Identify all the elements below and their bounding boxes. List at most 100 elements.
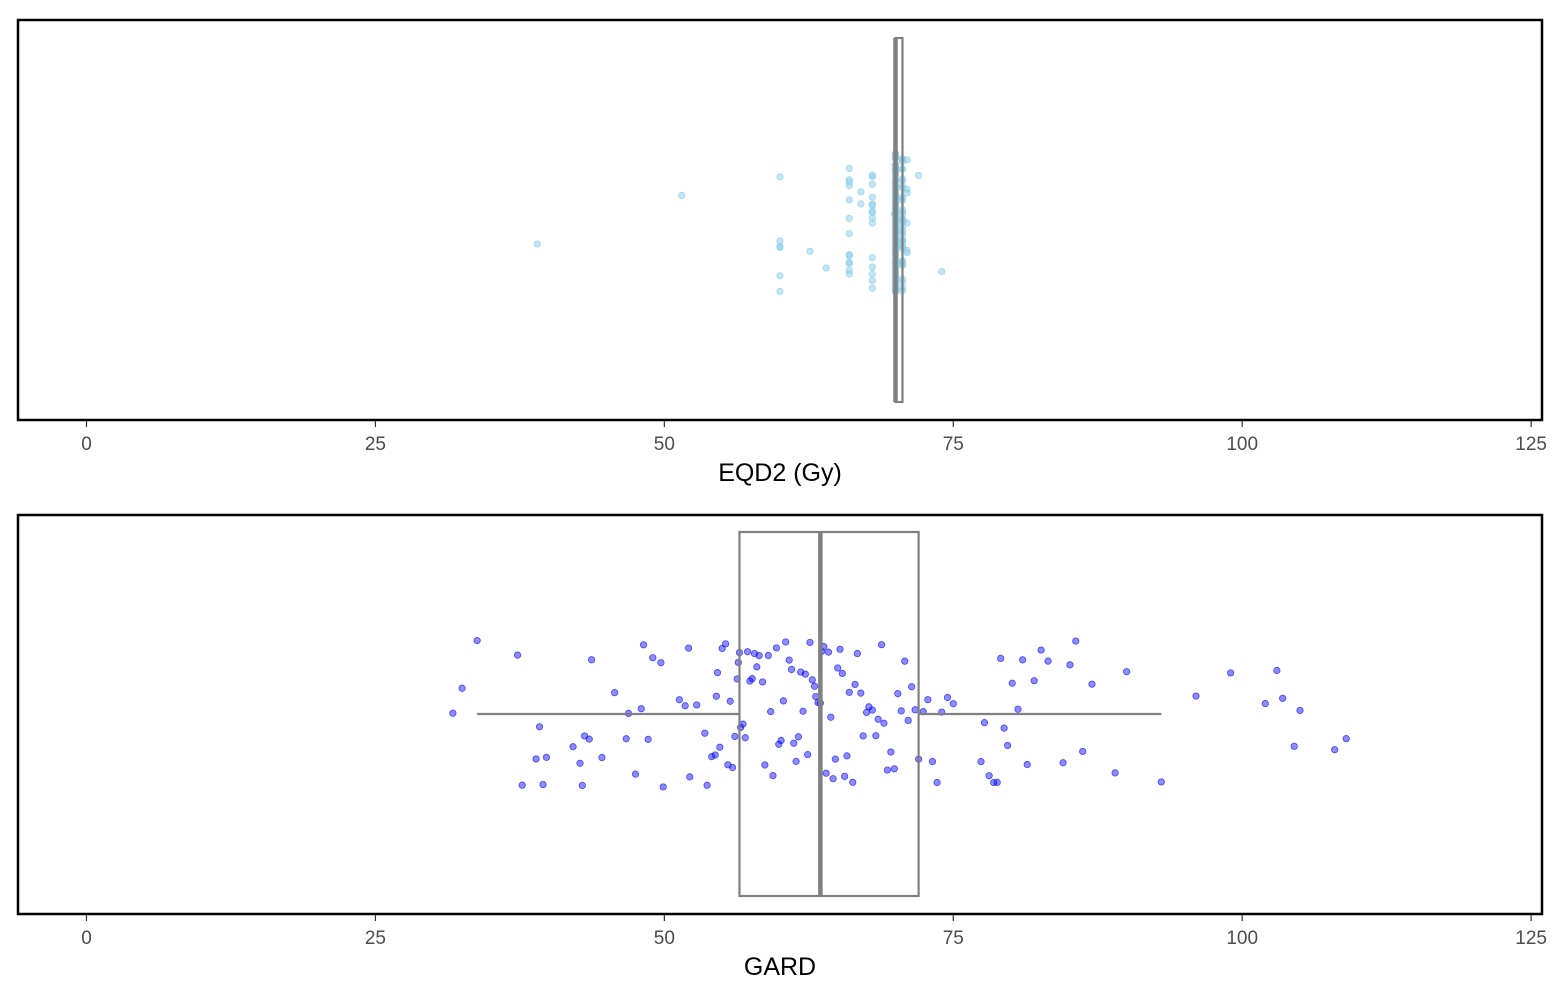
gard-point — [775, 740, 783, 748]
gard-point — [631, 770, 640, 778]
gard-point — [711, 751, 719, 759]
gard-point — [1079, 747, 1087, 756]
gard-point — [716, 743, 724, 751]
gard-point — [897, 707, 905, 715]
gard-point — [801, 670, 809, 678]
gard-point — [887, 748, 895, 756]
gard-point — [769, 771, 777, 780]
gard-point — [822, 769, 830, 777]
eqd2-point — [845, 178, 853, 186]
eqd2-point — [868, 180, 876, 188]
gard-point — [878, 641, 886, 649]
gard-point — [829, 775, 837, 783]
eqd2-points — [533, 150, 946, 296]
gard-point — [1072, 637, 1080, 645]
gard-point — [812, 693, 820, 701]
eqd2-point — [845, 266, 853, 274]
gard-point — [849, 778, 857, 786]
gard-point — [841, 772, 849, 780]
gard-point — [1290, 742, 1298, 750]
eqd2-tick-label-50: 50 — [654, 434, 675, 455]
gard-point — [708, 753, 716, 761]
gard-point — [693, 701, 701, 709]
gard-point — [804, 750, 812, 759]
gard-point — [872, 732, 880, 740]
gard-point — [1030, 677, 1038, 685]
gard-point — [637, 705, 645, 713]
eqd2-tick-label-125: 125 — [1515, 434, 1547, 455]
gard-point — [1227, 669, 1235, 677]
eqd2-point — [857, 188, 865, 196]
gard-point — [675, 696, 683, 704]
gard-point — [458, 684, 466, 692]
gard-tick-label-50: 50 — [654, 928, 675, 949]
gard-point — [639, 641, 648, 649]
gard-point — [587, 656, 596, 664]
gard-panel: 0 25 50 75 100 125 GARD — [16, 513, 1547, 981]
gard-panel-border — [16, 513, 1544, 916]
gard-point — [985, 772, 993, 780]
gard-point — [977, 758, 985, 766]
gard-point — [1023, 760, 1031, 769]
eqd2-point — [678, 191, 686, 199]
gard-tick-label-75: 75 — [943, 928, 964, 949]
gard-point — [578, 781, 586, 790]
gard-point — [880, 719, 888, 727]
gard-point — [831, 755, 839, 763]
gard-point — [874, 715, 882, 723]
gard-points — [449, 637, 1350, 791]
gard-point — [836, 645, 844, 653]
gard-point — [782, 638, 790, 646]
gard-point — [598, 753, 606, 762]
gard-point — [535, 723, 544, 731]
gard-point — [1192, 692, 1200, 700]
eqd2-point — [903, 219, 911, 227]
gard-point — [1044, 657, 1052, 665]
gard-point — [827, 713, 835, 721]
gard-point — [993, 778, 1001, 786]
gard-point — [843, 752, 851, 760]
gard-point — [622, 735, 630, 743]
gard-x-axis-title: GARD — [744, 953, 816, 981]
gard-point — [513, 651, 522, 659]
eqd2-point — [845, 230, 853, 238]
gard-point — [731, 732, 739, 741]
gard-point — [845, 688, 853, 696]
gard-point — [851, 680, 859, 689]
gard-point — [1279, 694, 1287, 702]
gard-point — [712, 692, 720, 700]
gard-point — [790, 739, 798, 747]
eqd2-tick-label-75: 75 — [943, 434, 964, 455]
eqd2-tick-label-25: 25 — [365, 434, 386, 455]
gard-point — [1157, 778, 1165, 786]
gard-point — [772, 644, 781, 652]
gard-point — [532, 755, 540, 763]
gard-point — [890, 765, 898, 773]
gard-point — [792, 757, 800, 765]
gard-point — [585, 735, 593, 743]
eqd2-point — [868, 277, 876, 285]
gard-point — [1008, 679, 1016, 687]
eqd2-point — [903, 156, 911, 164]
gard-point — [787, 665, 796, 674]
gard-point — [753, 663, 761, 671]
gard-point — [726, 697, 734, 705]
eqd2-point — [903, 249, 911, 257]
gard-point — [838, 669, 846, 678]
gard-point — [1037, 646, 1045, 654]
gard-point — [713, 669, 722, 677]
gard-tick-label-25: 25 — [365, 928, 386, 949]
gard-point — [1342, 735, 1350, 743]
gard-point — [644, 735, 652, 743]
gard-boxplot — [477, 530, 1162, 898]
eqd2-point — [868, 214, 876, 222]
gard-point — [758, 678, 767, 686]
eqd2-point — [776, 287, 784, 296]
gard-point — [1123, 668, 1131, 676]
gard-point — [764, 651, 772, 660]
gard-point — [569, 743, 577, 751]
gard-point — [1111, 769, 1119, 777]
eqd2-x-axis: 0 25 50 75 100 125 — [81, 421, 1547, 455]
gard-point — [767, 708, 775, 716]
